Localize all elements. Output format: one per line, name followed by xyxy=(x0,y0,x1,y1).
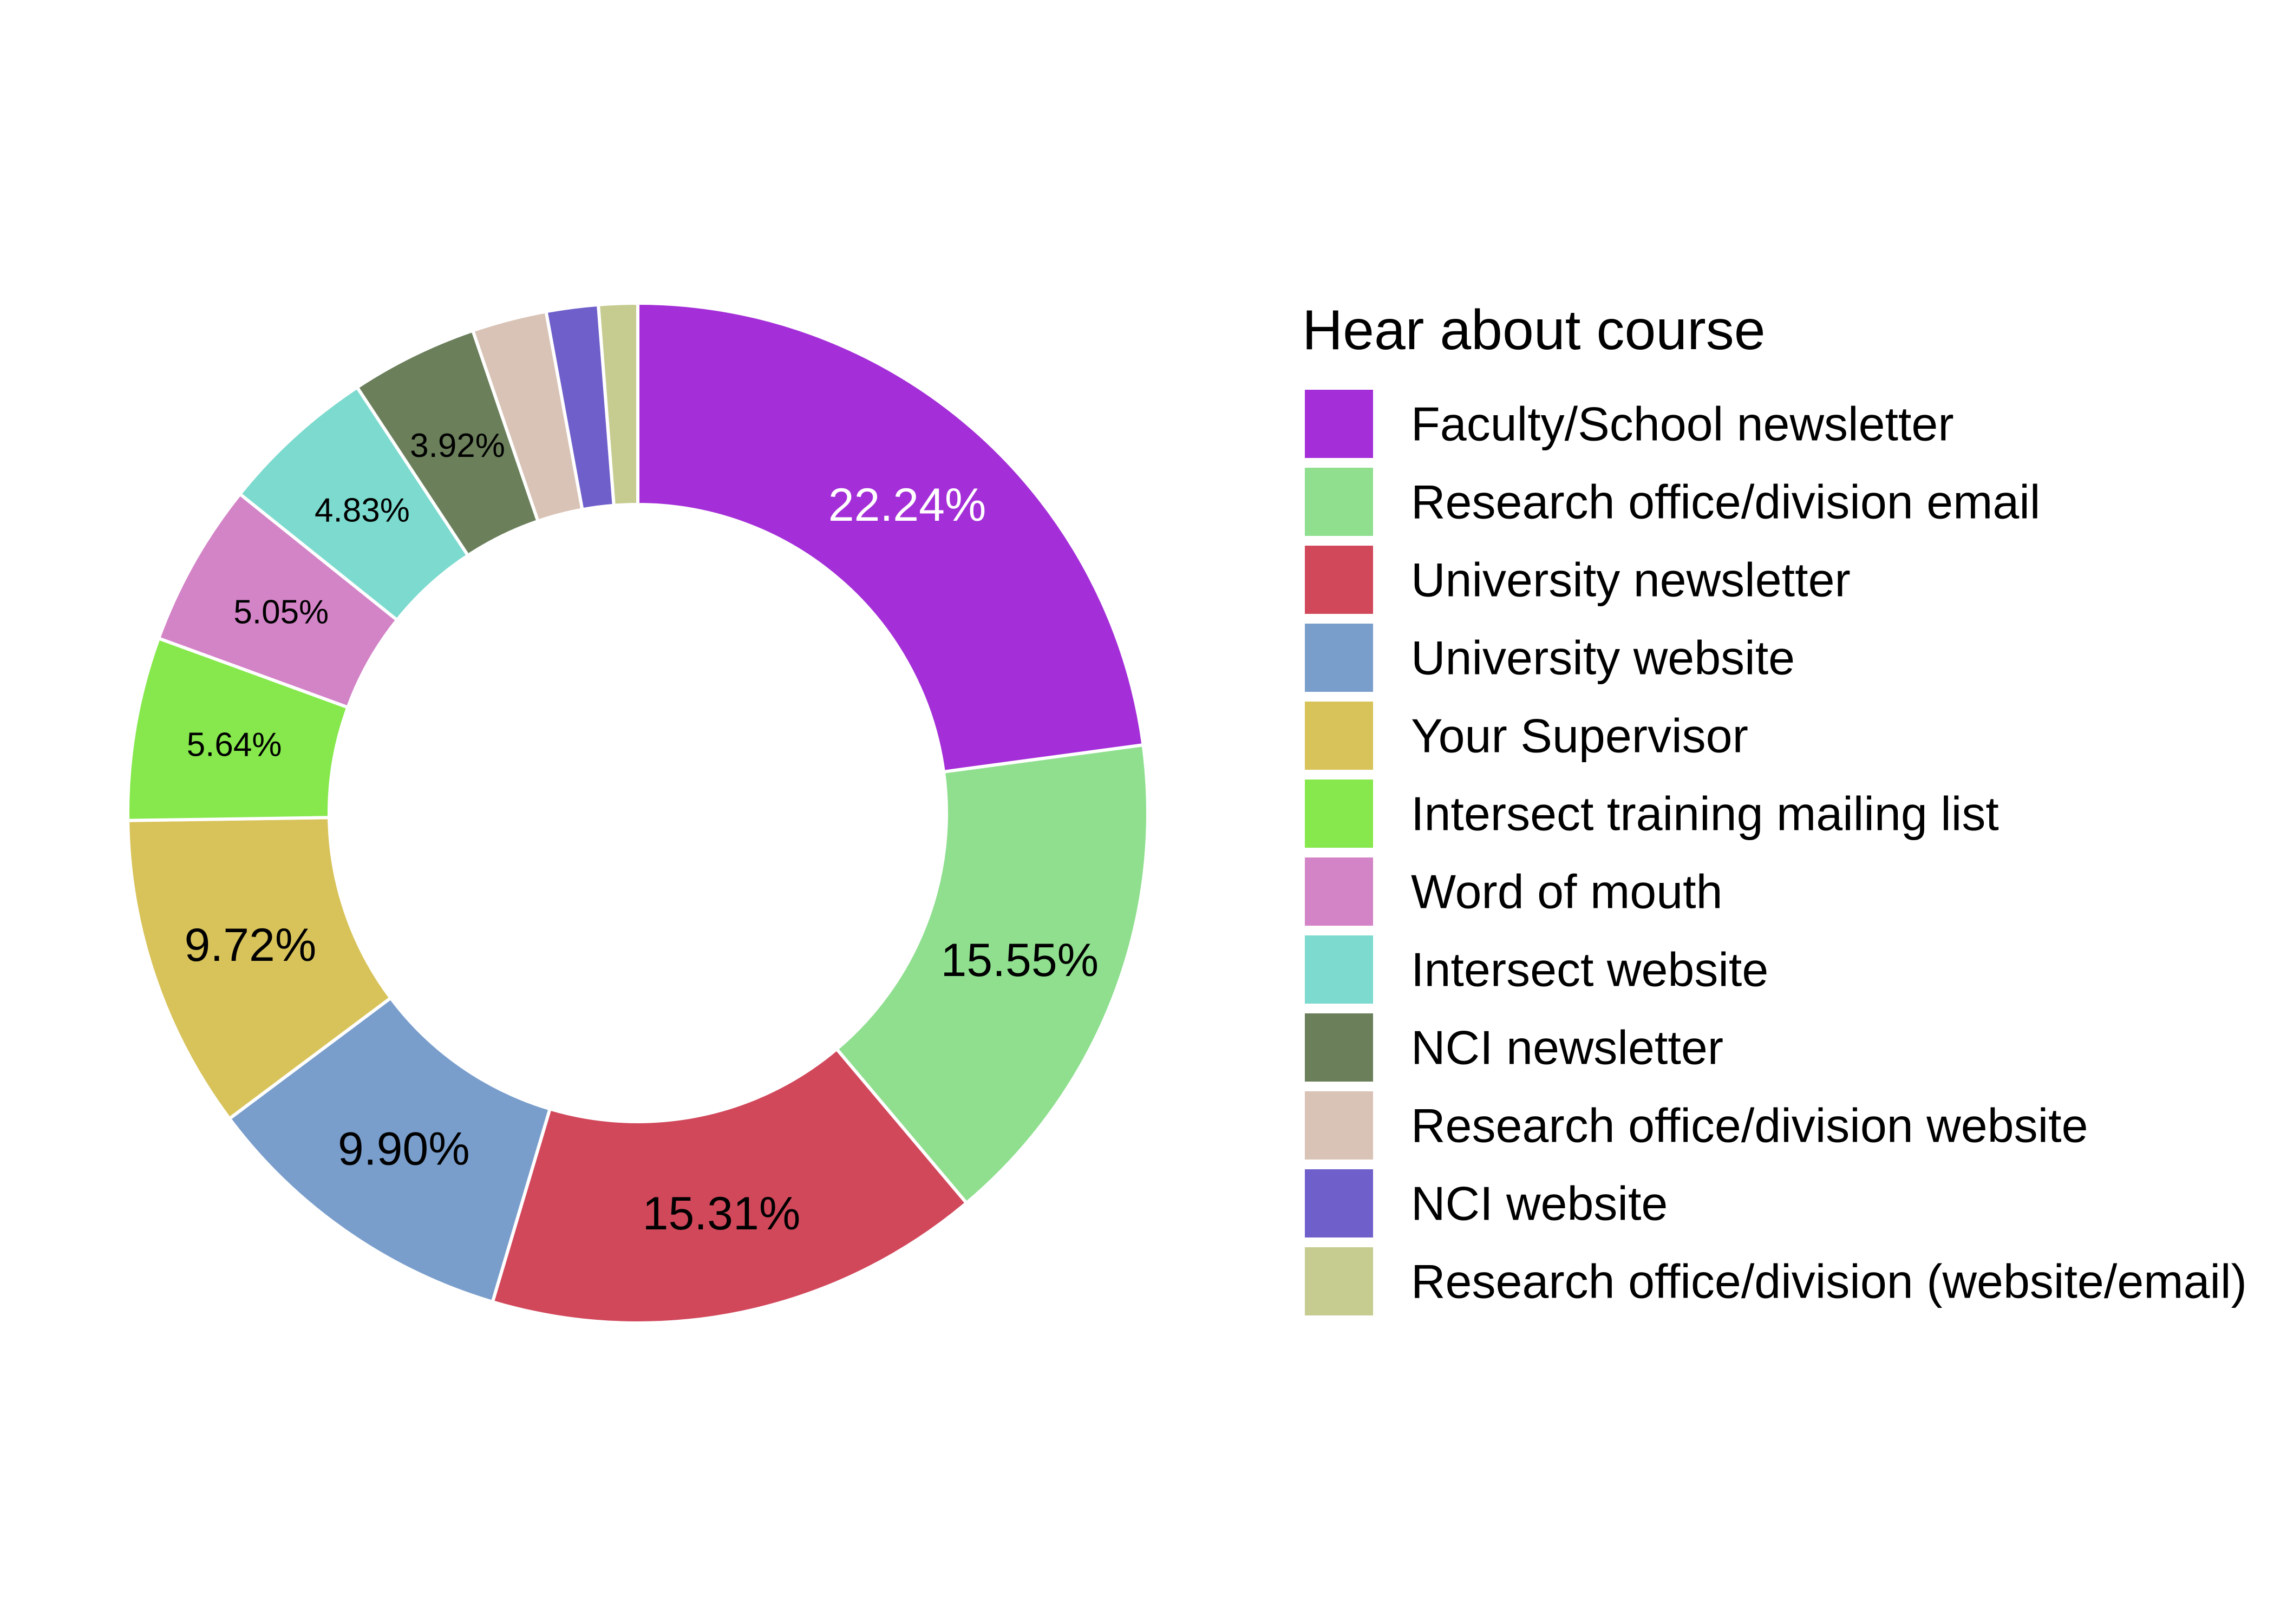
slice-label-nci-newsletter: 3.92% xyxy=(410,427,505,464)
legend-swatch-nci-website xyxy=(1305,1169,1373,1237)
slice-label-university-website: 9.90% xyxy=(338,1123,470,1175)
legend-swatch-faculty-school-newsletter xyxy=(1305,390,1373,458)
legend-swatch-word-of-mouth xyxy=(1305,857,1373,926)
legend: Hear about course Faculty/School newslet… xyxy=(1302,299,2247,1315)
legend-swatch-research-office-division-website-email xyxy=(1305,1247,1373,1315)
donut-slice-university-newsletter xyxy=(491,1046,969,1325)
donut-slices xyxy=(126,301,1149,1325)
donut-slice-university-website xyxy=(227,996,552,1304)
legend-label-faculty-school-newsletter: Faculty/School newsletter xyxy=(1411,397,1954,451)
slice-label-word-of-mouth: 5.05% xyxy=(233,594,329,631)
legend-swatch-research-office-division-email xyxy=(1305,468,1373,536)
slice-label-your-supervisor: 9.72% xyxy=(184,919,316,971)
legend-label-intersect-website: Intersect website xyxy=(1411,943,1768,997)
legend-swatch-your-supervisor xyxy=(1305,702,1373,770)
slice-labels: 22.24% 15.55% 15.31% 9.90% 9.72% 5.64% 5.05% 4.… xyxy=(184,427,1099,1240)
donut-slice-research-office-division-website-email xyxy=(596,301,639,507)
legend-label-intersect-training-mailing-list: Intersect training mailing list xyxy=(1411,787,1999,841)
legend-items: Faculty/School newsletter Research office… xyxy=(1305,390,2247,1315)
slice-label-faculty-school-newsletter: 22.24% xyxy=(828,479,986,531)
slice-label-research-office-division-email: 15.55% xyxy=(940,934,1099,986)
legend-label-research-office-division-website-email: Research office/division (website/email) xyxy=(1411,1255,2247,1308)
legend-title: Hear about course xyxy=(1302,299,1766,362)
legend-label-university-website: University website xyxy=(1411,631,1795,685)
legend-label-university-newsletter: University newsletter xyxy=(1411,553,1851,607)
slice-label-intersect-website: 4.83% xyxy=(315,492,410,529)
donut-slice-your-supervisor xyxy=(126,816,393,1121)
legend-swatch-university-newsletter xyxy=(1305,546,1373,614)
legend-swatch-intersect-training-mailing-list xyxy=(1305,780,1373,848)
legend-swatch-university-website xyxy=(1305,624,1373,692)
legend-label-your-supervisor: Your Supervisor xyxy=(1411,709,1748,763)
slice-label-university-newsletter: 15.31% xyxy=(643,1188,801,1240)
legend-swatch-intersect-website xyxy=(1305,935,1373,1004)
slice-label-intersect-training-mailing-list: 5.64% xyxy=(187,726,282,763)
donut-slice-faculty-school-newsletter xyxy=(636,301,1145,774)
legend-label-nci-newsletter: NCI newsletter xyxy=(1411,1021,1723,1075)
legend-label-research-office-division-email: Research office/division email xyxy=(1411,475,2040,529)
legend-label-word-of-mouth: Word of mouth xyxy=(1411,865,1723,919)
legend-swatch-research-office-division-website xyxy=(1305,1091,1373,1160)
legend-label-nci-website: NCI website xyxy=(1411,1177,1668,1230)
donut-slice-research-office-division-email xyxy=(834,743,1149,1206)
legend-swatch-nci-newsletter xyxy=(1305,1013,1373,1082)
legend-label-research-office-division-website: Research office/division website xyxy=(1411,1099,2088,1152)
